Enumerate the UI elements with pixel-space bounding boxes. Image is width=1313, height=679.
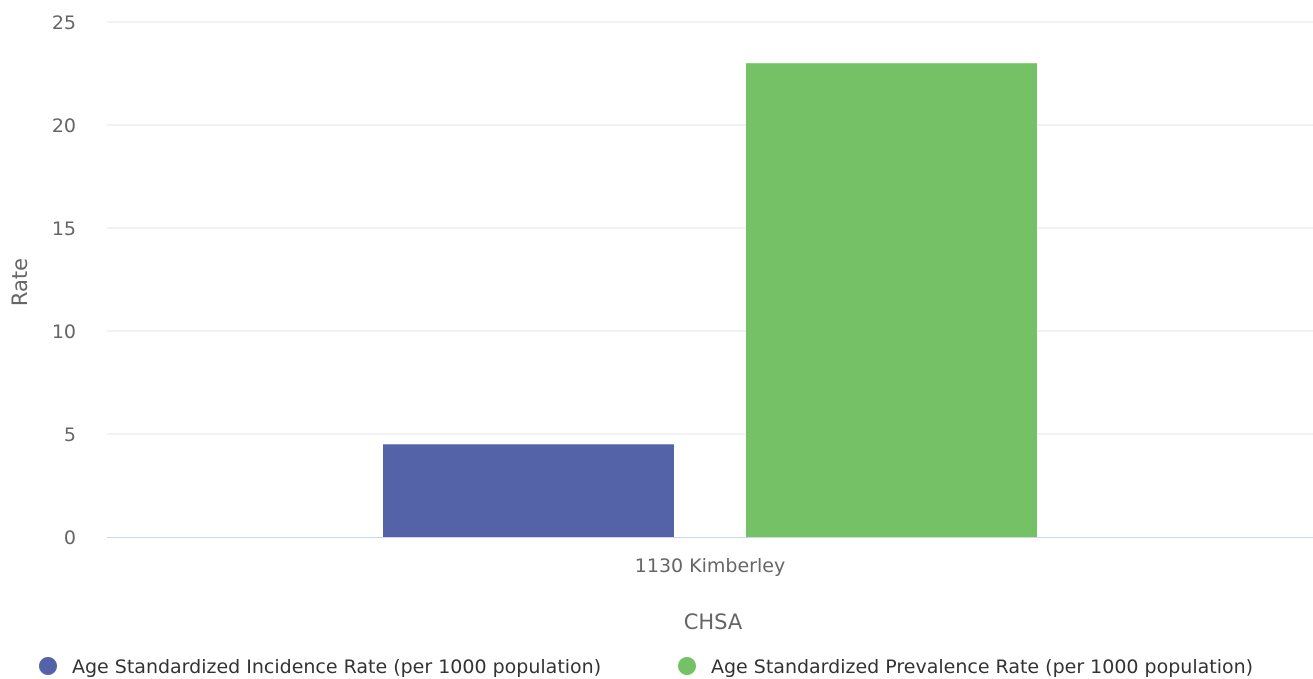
y-axis-title: Rate (8, 258, 32, 306)
legend-item-incidence[interactable]: Age Standardized Incidence Rate (per 100… (39, 656, 601, 678)
y-tick-label: 10 (52, 321, 76, 343)
legend-marker-icon (678, 657, 696, 675)
x-axis-ticks: 1130 Kimberley (635, 555, 785, 577)
legend-label: Age Standardized Prevalence Rate (per 10… (711, 656, 1253, 678)
bar-incidence[interactable] (383, 444, 674, 537)
x-axis-title: CHSA (684, 610, 743, 634)
y-axis-ticks: 0 5 10 15 20 25 (52, 12, 76, 549)
gridlines (107, 21, 1313, 435)
y-tick-label: 20 (52, 115, 76, 137)
y-tick-label: 15 (52, 218, 76, 240)
y-tick-label: 5 (64, 424, 76, 446)
legend: Age Standardized Incidence Rate (per 100… (39, 656, 1253, 678)
y-tick-label: 25 (52, 12, 76, 34)
legend-marker-icon (39, 657, 57, 675)
legend-label: Age Standardized Incidence Rate (per 100… (72, 656, 601, 678)
x-tick-label: 1130 Kimberley (635, 555, 785, 577)
legend-item-prevalence[interactable]: Age Standardized Prevalence Rate (per 10… (678, 656, 1253, 678)
bars (383, 63, 1037, 537)
bar-prevalence[interactable] (746, 63, 1037, 537)
y-tick-label: 0 (64, 527, 76, 549)
